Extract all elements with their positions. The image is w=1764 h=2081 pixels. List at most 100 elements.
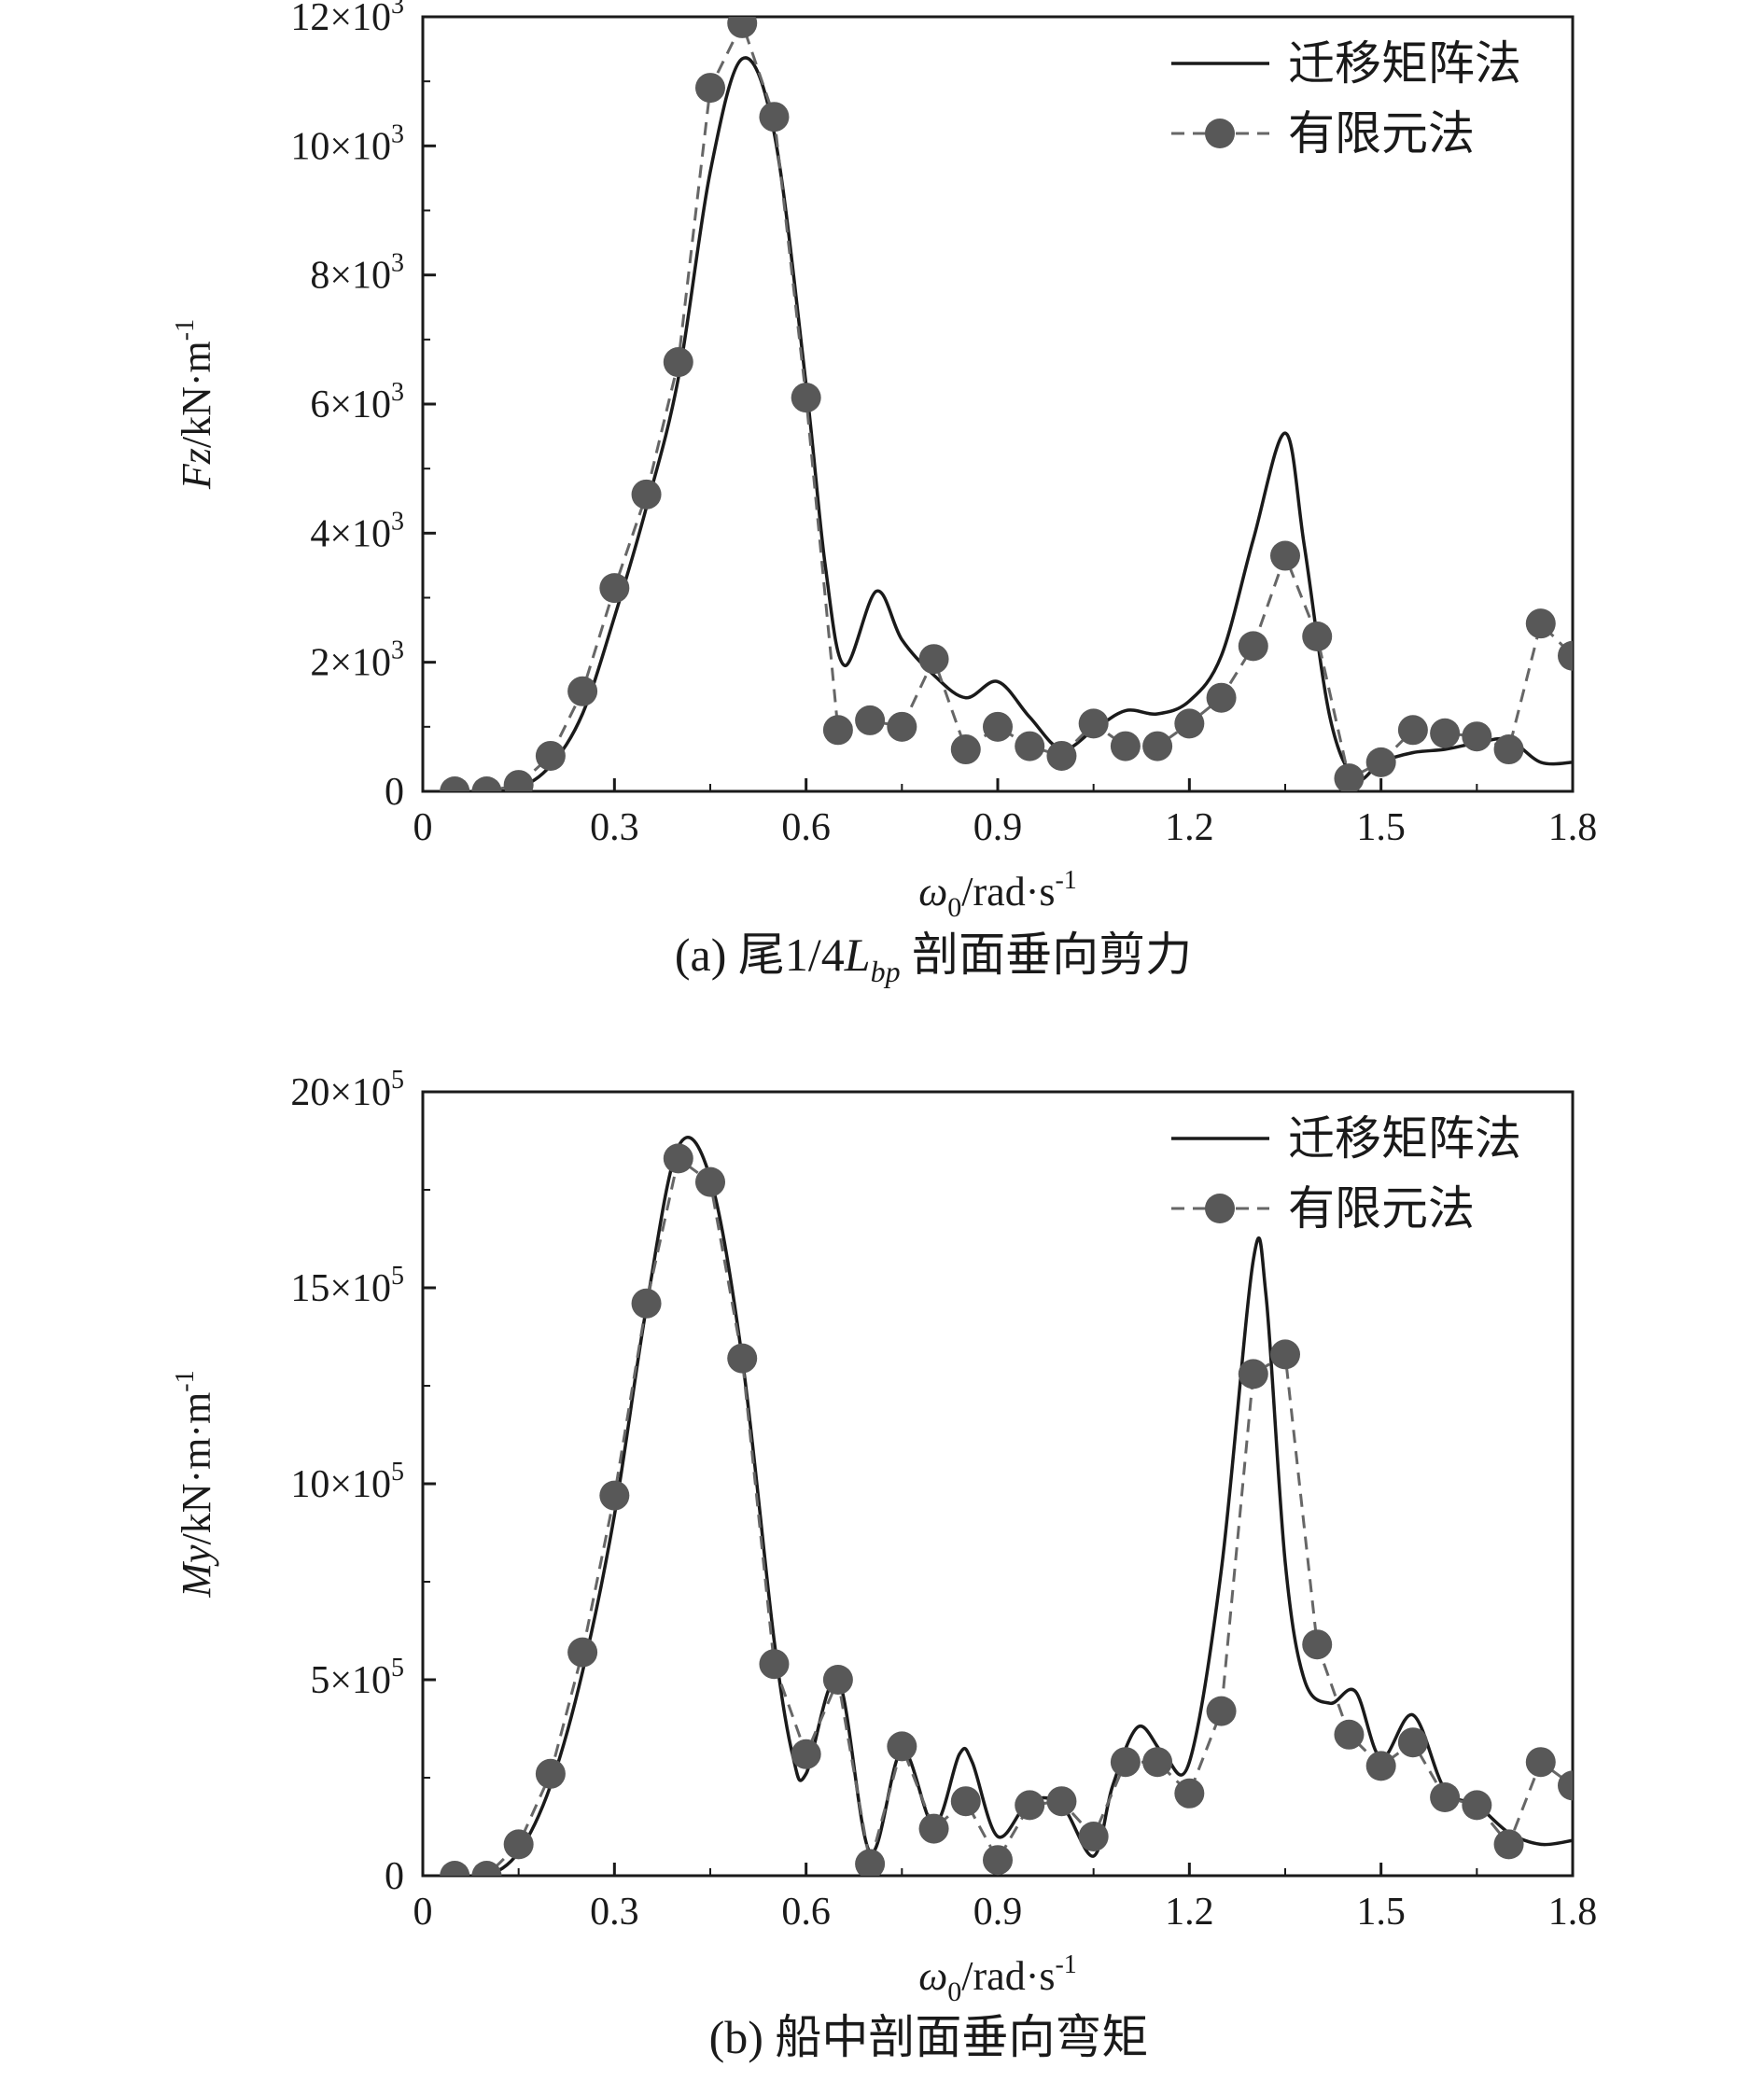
panel-b-y-tick-mantissa: 0 [385, 1855, 404, 1898]
panel-a-series-marker [950, 734, 981, 765]
panel-b-series-marker [1462, 1790, 1492, 1821]
panel-b-series-marker [1078, 1822, 1109, 1851]
panel-a-y-tick-label: 2×103 [310, 636, 404, 685]
panel-b-y-tick-mantissa: 20×10 [290, 1071, 391, 1114]
panel-b-x-tick-label: 0 [413, 1891, 433, 1934]
panel-a-y-tick-label: 8×103 [310, 249, 404, 298]
panel-a-series-marker [1430, 718, 1461, 748]
panel-a-series-marker [1110, 731, 1141, 761]
panel-b-y-tick-mantissa: 15×10 [290, 1267, 391, 1310]
panel-b-y-axis-title-unit: /kN·m·m [174, 1392, 219, 1545]
panel-b-legend-marker [1205, 1194, 1235, 1223]
panel-a-y-tick-exponent: 3 [391, 507, 404, 536]
panel-b-series-marker [1558, 1770, 1573, 1801]
panel-a-series-marker [759, 102, 790, 133]
panel-b-series-dashed-line [455, 1155, 1573, 1876]
panel-b-y-tick-label: 5×105 [310, 1654, 404, 1702]
panel-b-x-tick-label: 0.9 [973, 1891, 1023, 1934]
panel-b-series-marker [663, 1143, 693, 1174]
panel-b-caption-prefix: (b) 船中剖面垂向弯矩 [709, 2011, 1149, 2063]
panel-b-y-tick-exponent: 5 [391, 1458, 404, 1487]
panel-a-series-marker [1046, 740, 1077, 771]
panel-b-series-marker [1142, 1747, 1173, 1778]
panel-a-x-axis-title-superscript: -1 [1055, 866, 1076, 895]
panel-a-caption-var: L [844, 929, 871, 981]
panel-b-y-tick-label: 10×105 [290, 1458, 404, 1506]
panel-b-y-tick-mantissa: 5×10 [310, 1659, 391, 1702]
panel-a-series-marker [1270, 540, 1300, 571]
panel-a-series-marker [887, 711, 917, 742]
panel-a-y-axis-title-superscript: -1 [171, 319, 200, 341]
panel-a-y-tick-exponent: 3 [391, 119, 404, 148]
panel-b-y-axis-title-superscript: -1 [171, 1370, 200, 1391]
panel-a-series-marker [567, 676, 598, 706]
panel-a-x-tick-label: 1.2 [1165, 806, 1214, 849]
panel-a-series-marker [1206, 682, 1237, 713]
panel-a-series-marker [695, 73, 725, 104]
panel-b-series-marker [1270, 1339, 1300, 1370]
panel-a-x-axis-title: ω0/rad·s-1 [918, 866, 1077, 923]
panel-a-y-axis-title: Fz/kN·m-1 [171, 319, 219, 490]
panel-a-x-tick-label: 0.9 [973, 806, 1023, 849]
panel-a-series-marker [1525, 608, 1556, 639]
panel-b-data-layer [440, 1136, 1573, 1876]
panel-a-x-axis-title-subscript: 0 [947, 892, 961, 923]
panel-b-series-marker [1302, 1629, 1333, 1660]
panel-a-y-tick-mantissa: 6×10 [310, 384, 391, 426]
panel-b-series-marker [855, 1849, 886, 1876]
panel-b-series-marker [887, 1731, 917, 1762]
panel-a-x-tick-label: 1.5 [1356, 806, 1406, 849]
panel-a-x-tick-label: 1.8 [1548, 806, 1598, 849]
panel-a-series-marker [1015, 731, 1045, 761]
panel-b-series-marker [1334, 1719, 1365, 1750]
panel-b-series-marker [822, 1665, 853, 1695]
panel-b-x-axis-title-subscript: 0 [947, 1976, 961, 2007]
panel-a-series-marker [1174, 708, 1205, 739]
panel-b-x-axis-title-symbol: ω [918, 1953, 947, 1999]
panel-a-chart: 0 0.3 0.6 0.9 1.2 1.5 1.802×1034×1036×1038×103… [171, 0, 1597, 923]
panel-b-series-marker [471, 1861, 502, 1876]
panel-a-caption-sub: bp [871, 955, 901, 988]
panel-a-y-tick-exponent: 3 [391, 636, 404, 665]
panel-a-series-marker [631, 479, 662, 510]
panel-b-series-marker [759, 1649, 790, 1680]
panel-a-series-marker [471, 776, 502, 791]
panel-b-x-tick-label: 1.2 [1165, 1891, 1214, 1934]
panel-b-series-marker [791, 1739, 821, 1769]
panel-a-y-axis-title-unit: /kN·m [174, 341, 219, 448]
panel-a-series-marker [1142, 731, 1173, 761]
panel-b-series-marker [918, 1813, 949, 1844]
panel-b-x-tick-label: 0.3 [590, 1891, 639, 1934]
panel-b-y-tick-mantissa: 10×10 [290, 1463, 391, 1506]
panel-b-series-marker [599, 1480, 630, 1511]
panel-b-x-tick-label: 1.5 [1356, 1891, 1406, 1934]
panel-b-series-marker [440, 1861, 470, 1876]
panel-a-series-marker [1078, 708, 1109, 739]
panel-b-series-marker [1046, 1786, 1077, 1817]
panel-b-series-marker [1430, 1782, 1461, 1812]
panel-b-chart: 0 0.3 0.6 0.9 1.2 1.5 1.8 0 5×105 10×105 15×10 5 20×… [171, 1066, 1597, 2007]
panel-a-series-marker [1302, 622, 1333, 651]
panel-b-legend-label: 迁移矩阵法 [1288, 1112, 1521, 1165]
panel-b-x-tick-label: 0.6 [781, 1891, 831, 1934]
panel-a-caption-suffix: 剖面垂向剪力 [901, 929, 1193, 981]
panel-a-legend-label: 迁移矩阵法 [1288, 37, 1521, 90]
panel-a-series-marker [440, 776, 470, 791]
panel-a-series-marker [1238, 631, 1268, 662]
panel-a-series-marker [855, 705, 886, 735]
panel-a-legend-marker [1205, 119, 1235, 148]
panel-a-series-solid-line [455, 56, 1573, 791]
panel-b-y-tick-label: 0 [385, 1855, 404, 1898]
panel-a-y-tick-exponent: 3 [391, 378, 404, 407]
panel-a-y-tick-mantissa: 8×10 [310, 255, 391, 298]
panel-a-caption: (a) 尾1/4Lbp 剖面垂向剪力 [675, 929, 1192, 988]
panel-b-x-tick-label: 1.8 [1548, 1891, 1598, 1934]
panel-a-y-tick-label: 12×103 [290, 0, 404, 39]
panel-b-series-marker [727, 1343, 758, 1374]
panel-b-y-axis-title: My/kN·m·m-1 [171, 1370, 219, 1598]
panel-b-series-marker [567, 1637, 598, 1668]
panel-b-series-marker [1525, 1747, 1556, 1778]
panel-a-y-tick-mantissa: 2×10 [310, 642, 391, 685]
panel-a-series-marker [535, 740, 566, 771]
panel-a-y-tick-mantissa: 4×10 [310, 512, 391, 555]
